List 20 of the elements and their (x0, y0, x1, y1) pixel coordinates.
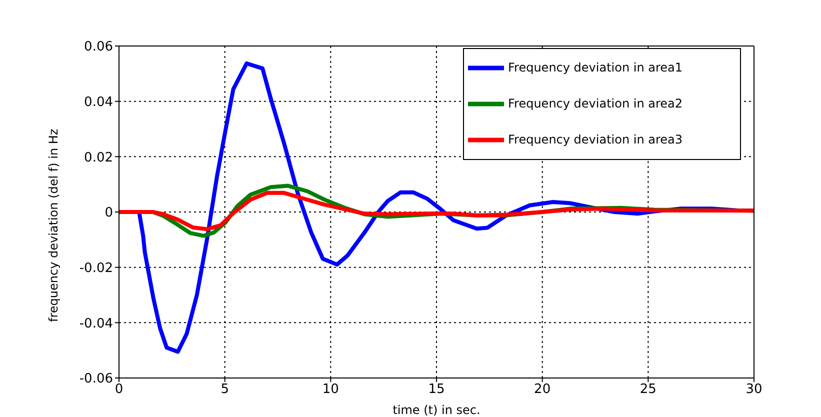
legend-label: Frequency deviation in area3 (508, 132, 683, 146)
y-tick-label: -0.04 (79, 316, 113, 332)
x-axis-title: time (t) in sec. (392, 403, 480, 417)
x-tick-label: 25 (640, 382, 656, 398)
y-axis-title: frequency deviation (del f) in Hz (46, 128, 60, 322)
y-tick-label: -0.02 (79, 260, 113, 276)
x-tick-label: 0 (114, 382, 124, 398)
x-tick-label: 20 (534, 382, 551, 398)
line-series (119, 190, 754, 232)
x-tick-label: 30 (746, 382, 762, 398)
x-tick-label: 15 (428, 382, 445, 398)
y-tick-label: 0.06 (84, 40, 113, 55)
x-tick-label: 5 (220, 382, 229, 398)
y-tick-label: -0.06 (79, 372, 113, 387)
legend-label: Frequency deviation in area1 (508, 60, 683, 74)
y-tick-label: 0.04 (84, 94, 113, 110)
y-tick-label: 0 (104, 206, 113, 221)
y-tick-label: 0.02 (84, 150, 113, 166)
legend-label: Frequency deviation in area2 (508, 96, 683, 110)
x-tick-label: 10 (322, 382, 339, 398)
